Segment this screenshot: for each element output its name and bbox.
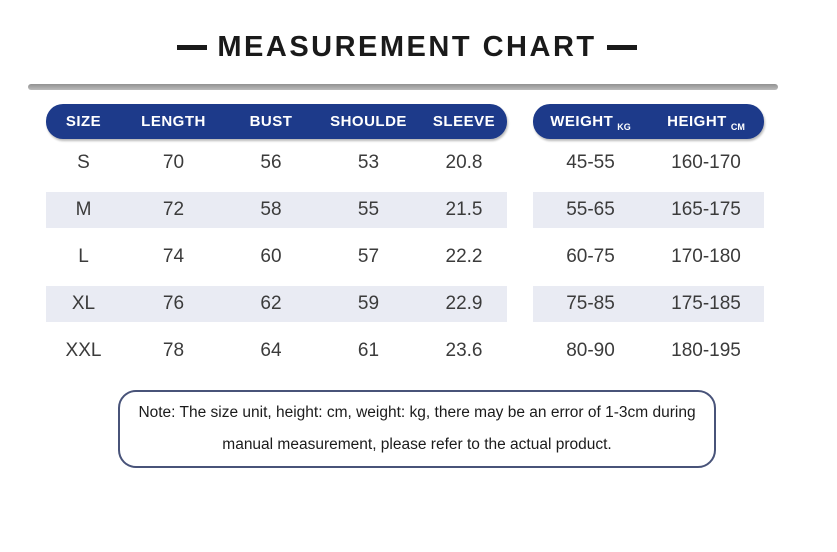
length-cell: 74 <box>162 245 185 267</box>
height-cell: 180-195 <box>671 339 741 361</box>
garment-size-table: SIZE LENGTH BUST SHOULDE SLEEVE S 70 56 … <box>46 104 507 374</box>
shoulder-cell: 59 <box>357 292 380 314</box>
height-header-label: HEIGHT <box>667 113 727 130</box>
weight-cell: 75-85 <box>566 292 615 314</box>
column-header-bust: BUST <box>249 113 293 130</box>
sleeve-cell: 20.8 <box>445 151 483 173</box>
table-row: XL 76 62 59 22.9 <box>46 280 507 327</box>
bust-cell: 62 <box>260 292 282 314</box>
table-row: 55-65 165-175 <box>533 186 764 233</box>
measurement-tables: SIZE LENGTH BUST SHOULDE SLEEVE S 70 56 … <box>46 104 764 374</box>
column-header-shoulder: SHOULDE <box>330 113 407 130</box>
column-header-size: SIZE <box>65 113 102 130</box>
table-row: XXL 78 64 61 23.6 <box>46 327 507 374</box>
column-header-sleeve: SLEEVE <box>432 113 496 130</box>
weight-cell: 80-90 <box>566 339 615 361</box>
table-row: M 72 58 55 21.5 <box>46 186 507 233</box>
column-header-height: HEIGHT CM <box>648 113 764 132</box>
size-cell: XL <box>71 292 96 314</box>
size-cell: L <box>78 245 89 267</box>
body-size-table: WEIGHT KG HEIGHT CM 45-55 160-170 55-65 … <box>533 104 764 374</box>
size-cell: S <box>77 151 90 173</box>
weight-cell: 55-65 <box>566 198 615 220</box>
page-title: MEASUREMENT CHART <box>0 30 814 64</box>
table-row: 75-85 175-185 <box>533 280 764 327</box>
table-row: 80-90 180-195 <box>533 327 764 374</box>
table-row: 45-55 160-170 <box>533 139 764 186</box>
shoulder-cell: 53 <box>357 151 380 173</box>
bust-cell: 56 <box>260 151 282 173</box>
sleeve-cell: 23.6 <box>445 339 483 361</box>
length-cell: 76 <box>162 292 185 314</box>
size-cell: XXL <box>65 339 102 361</box>
shoulder-cell: 55 <box>357 198 380 220</box>
page-title-text: MEASUREMENT CHART <box>217 30 597 63</box>
weight-cell: 45-55 <box>566 151 615 173</box>
height-cell: 160-170 <box>671 151 741 173</box>
column-header-weight: WEIGHT KG <box>533 113 648 132</box>
bust-cell: 64 <box>260 339 282 361</box>
shoulder-cell: 57 <box>357 245 380 267</box>
height-cell: 170-180 <box>671 245 741 267</box>
table-row: 60-75 170-180 <box>533 233 764 280</box>
note-line-1: Note: The size unit, height: cm, weight:… <box>138 404 696 421</box>
shoulder-cell: 61 <box>357 339 380 361</box>
note-line-2: manual measurement, please refer to the … <box>222 436 612 453</box>
column-header-length: LENGTH <box>141 113 206 130</box>
garment-table-header: SIZE LENGTH BUST SHOULDE SLEEVE <box>46 104 507 139</box>
measurement-note: Note: The size unit, height: cm, weight:… <box>118 390 716 468</box>
length-cell: 72 <box>162 198 185 220</box>
table-row: L 74 60 57 22.2 <box>46 233 507 280</box>
length-cell: 70 <box>162 151 185 173</box>
title-dash-right-icon <box>606 44 637 50</box>
body-table-header: WEIGHT KG HEIGHT CM <box>533 104 764 139</box>
table-row: S 70 56 53 20.8 <box>46 139 507 186</box>
weight-header-label: WEIGHT <box>550 113 614 130</box>
height-unit-label: CM <box>730 121 745 132</box>
bust-cell: 58 <box>260 198 282 220</box>
bust-cell: 60 <box>260 245 282 267</box>
sleeve-cell: 22.2 <box>445 245 483 267</box>
height-cell: 165-175 <box>671 198 741 220</box>
size-cell: M <box>75 198 92 220</box>
height-cell: 175-185 <box>671 292 741 314</box>
top-divider-bar <box>28 84 778 90</box>
title-dash-left-icon <box>177 44 208 50</box>
sleeve-cell: 21.5 <box>445 198 483 220</box>
weight-cell: 60-75 <box>566 245 615 267</box>
weight-unit-label: KG <box>617 121 631 132</box>
sleeve-cell: 22.9 <box>445 292 483 314</box>
length-cell: 78 <box>162 339 185 361</box>
